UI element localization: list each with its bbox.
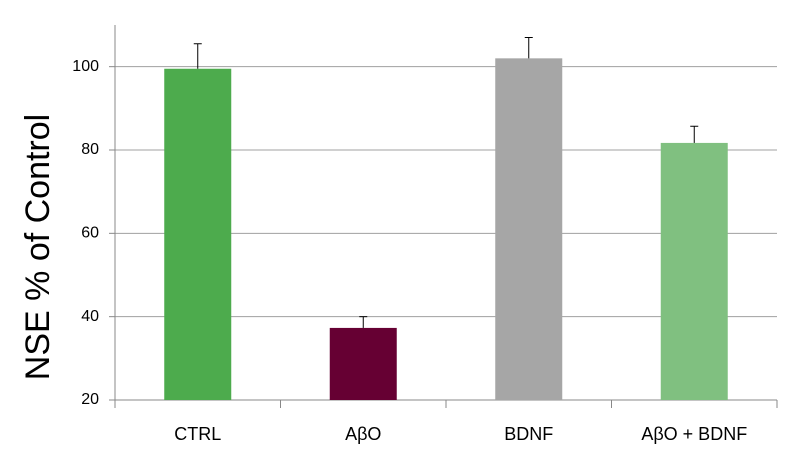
bar bbox=[495, 58, 563, 400]
bar bbox=[329, 327, 397, 400]
error-bar bbox=[193, 43, 202, 69]
x-tick-label: BDNF bbox=[504, 424, 553, 444]
error-bar bbox=[359, 316, 368, 328]
error-bar bbox=[690, 125, 699, 143]
y-tick-label: 20 bbox=[81, 391, 99, 408]
y-tick-label: 40 bbox=[81, 308, 99, 325]
x-tick-label: CTRL bbox=[174, 424, 221, 444]
y-tick-label: 80 bbox=[81, 141, 99, 158]
error-bar bbox=[524, 37, 533, 59]
y-tick-label: 60 bbox=[81, 225, 99, 242]
x-tick-label: AβO bbox=[345, 424, 381, 444]
y-tick-label: 100 bbox=[72, 58, 99, 75]
x-tick-label: AβO + BDNF bbox=[641, 424, 747, 444]
bar bbox=[660, 142, 728, 400]
bar bbox=[164, 68, 232, 400]
y-axis-label: NSE % of Control bbox=[19, 114, 57, 380]
